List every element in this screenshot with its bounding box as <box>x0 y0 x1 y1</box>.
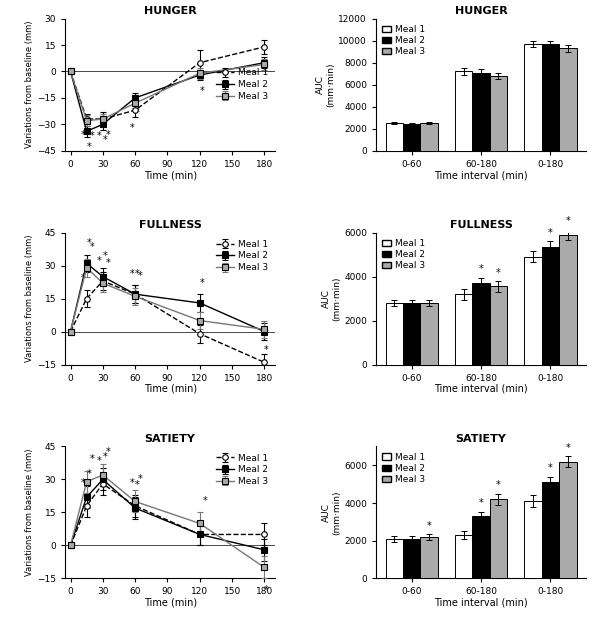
Text: *: * <box>135 108 140 118</box>
Text: *: * <box>106 258 111 267</box>
Text: *: * <box>479 498 484 508</box>
Bar <box>403 303 420 364</box>
Y-axis label: AUC
(mm·min): AUC (mm·min) <box>322 276 341 321</box>
Text: *: * <box>264 585 269 595</box>
Text: *: * <box>102 251 107 261</box>
Text: *: * <box>496 480 501 490</box>
Text: *: * <box>86 470 91 480</box>
Y-axis label: Variations from baseline (mm): Variations from baseline (mm) <box>25 21 34 149</box>
Text: *: * <box>89 243 95 253</box>
Bar <box>385 303 403 364</box>
Text: *: * <box>89 454 95 464</box>
Text: *: * <box>427 521 432 531</box>
Text: *: * <box>86 238 91 248</box>
Y-axis label: Variations from baseline (mm): Variations from baseline (mm) <box>25 448 34 576</box>
Bar <box>542 482 559 578</box>
Text: *: * <box>548 463 553 473</box>
Bar <box>403 124 420 151</box>
Text: *: * <box>264 345 269 355</box>
Title: SATIETY: SATIETY <box>144 434 195 444</box>
Text: *: * <box>135 480 140 490</box>
Text: *: * <box>97 256 102 266</box>
Title: SATIETY: SATIETY <box>456 434 507 444</box>
Text: *: * <box>138 474 143 484</box>
Bar <box>420 123 437 151</box>
Legend: Meal 1, Meal 2, Meal 3: Meal 1, Meal 2, Meal 3 <box>214 237 271 275</box>
Text: *: * <box>565 443 570 453</box>
X-axis label: Time (min): Time (min) <box>144 170 197 180</box>
Title: FULLNESS: FULLNESS <box>449 220 513 230</box>
Bar <box>455 535 472 578</box>
Text: *: * <box>135 269 140 279</box>
Y-axis label: AUC
(mm·min): AUC (mm·min) <box>316 62 336 107</box>
X-axis label: Time (min): Time (min) <box>144 598 197 608</box>
X-axis label: Time (min): Time (min) <box>144 384 197 394</box>
Legend: Meal 1, Meal 2, Meal 3: Meal 1, Meal 2, Meal 3 <box>381 237 427 272</box>
Bar <box>542 44 559 151</box>
Text: *: * <box>548 228 553 238</box>
Bar <box>472 516 490 578</box>
Text: *: * <box>97 131 102 141</box>
Text: *: * <box>130 269 134 279</box>
Bar <box>559 234 577 364</box>
Bar <box>490 287 507 364</box>
Title: HUNGER: HUNGER <box>455 6 507 17</box>
X-axis label: Time interval (min): Time interval (min) <box>435 170 528 180</box>
Bar <box>472 73 490 151</box>
Text: *: * <box>106 129 111 139</box>
X-axis label: Time interval (min): Time interval (min) <box>435 598 528 608</box>
Text: *: * <box>102 135 107 145</box>
Bar <box>525 44 542 151</box>
Legend: Meal 1, Meal 2, Meal 3: Meal 1, Meal 2, Meal 3 <box>214 451 271 489</box>
Text: *: * <box>106 447 111 457</box>
Bar <box>385 539 403 578</box>
Title: FULLNESS: FULLNESS <box>139 220 202 230</box>
Text: *: * <box>496 267 501 277</box>
Title: HUNGER: HUNGER <box>144 6 197 17</box>
Text: *: * <box>81 273 86 283</box>
Text: *: * <box>130 123 134 132</box>
Bar <box>525 501 542 578</box>
Bar <box>420 303 437 364</box>
Text: *: * <box>130 478 134 488</box>
Legend: Meal 1, Meal 2, Meal 3: Meal 1, Meal 2, Meal 3 <box>381 23 427 58</box>
Text: *: * <box>97 456 102 466</box>
Bar <box>455 72 472 151</box>
Legend: Meal 1, Meal 2, Meal 3: Meal 1, Meal 2, Meal 3 <box>214 66 271 104</box>
Bar <box>490 76 507 151</box>
Text: *: * <box>138 271 143 281</box>
Bar <box>472 283 490 364</box>
Bar <box>420 537 437 578</box>
Text: *: * <box>81 129 86 139</box>
Bar <box>559 49 577 151</box>
Legend: Meal 1, Meal 2, Meal 3: Meal 1, Meal 2, Meal 3 <box>381 451 427 486</box>
Y-axis label: Variations from baseline (mm): Variations from baseline (mm) <box>25 235 34 362</box>
Text: *: * <box>86 142 91 152</box>
Bar <box>559 462 577 578</box>
Bar <box>455 294 472 364</box>
Text: *: * <box>89 131 95 141</box>
Bar <box>542 247 559 364</box>
X-axis label: Time interval (min): Time interval (min) <box>435 384 528 394</box>
Y-axis label: AUC
(mm·min): AUC (mm·min) <box>322 490 341 535</box>
Text: *: * <box>200 277 204 287</box>
Text: *: * <box>479 264 484 274</box>
Bar <box>385 123 403 151</box>
Bar <box>403 539 420 578</box>
Text: *: * <box>200 86 204 96</box>
Text: *: * <box>203 496 208 506</box>
Text: *: * <box>565 216 570 226</box>
Bar <box>490 499 507 578</box>
Bar <box>525 257 542 364</box>
Text: *: * <box>81 478 86 488</box>
Text: *: * <box>102 452 107 462</box>
